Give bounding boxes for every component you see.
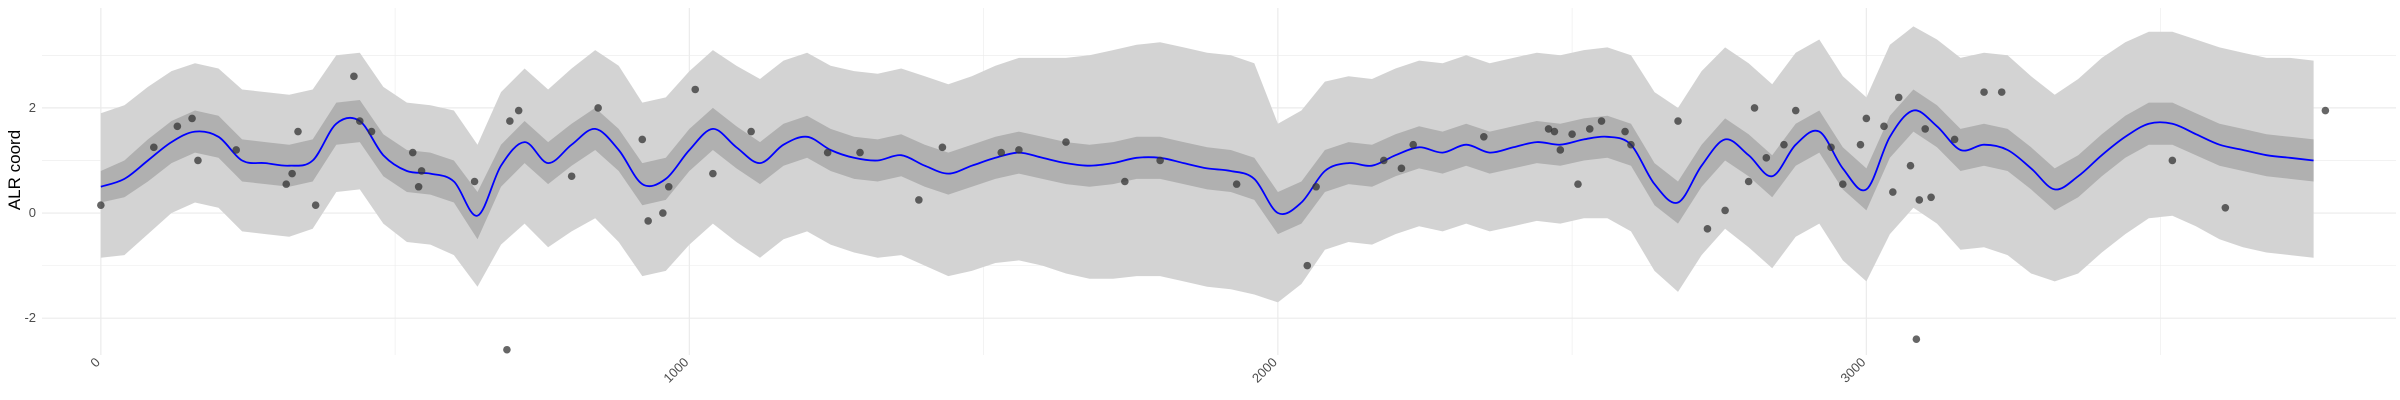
y-tick-label: 2	[29, 100, 36, 115]
data-point	[1791, 106, 1800, 115]
data-point	[417, 167, 426, 175]
inner-credible-band	[100, 89, 2314, 240]
data-point	[288, 169, 296, 178]
data-point	[997, 148, 1006, 157]
data-point	[1556, 146, 1565, 154]
credible-bands	[100, 26, 2314, 303]
data-point	[1856, 140, 1865, 149]
y-axis-ticks: -2 0 2	[24, 100, 36, 325]
data-point	[1621, 127, 1629, 136]
data-point	[567, 172, 576, 181]
data-point	[1597, 117, 1606, 125]
data-point	[97, 201, 105, 209]
data-point	[938, 143, 947, 152]
data-point	[915, 196, 923, 204]
data-point	[414, 182, 423, 191]
data-point	[1894, 93, 1903, 102]
data-point	[1379, 156, 1388, 165]
data-point	[1880, 122, 1888, 131]
data-point	[1544, 125, 1553, 133]
data-point	[1827, 143, 1835, 152]
data-point	[408, 148, 417, 157]
data-point	[1015, 146, 1023, 154]
data-point	[194, 156, 202, 165]
data-point	[594, 104, 602, 112]
data-point	[1585, 125, 1594, 133]
data-point	[514, 106, 523, 115]
data-point	[856, 148, 864, 157]
data-point	[232, 146, 241, 154]
data-point	[747, 127, 755, 136]
data-point	[150, 143, 158, 152]
data-point	[350, 72, 358, 81]
data-point	[1780, 140, 1788, 149]
data-point	[691, 85, 700, 94]
data-point	[470, 177, 479, 186]
data-point	[1674, 117, 1682, 125]
data-point	[1889, 188, 1897, 196]
data-point	[367, 127, 376, 136]
observation-points	[97, 72, 2330, 354]
data-point	[355, 117, 364, 125]
data-point	[506, 117, 514, 125]
data-point	[823, 148, 832, 157]
data-point	[2221, 203, 2230, 212]
data-point	[1927, 193, 1935, 202]
data-point	[1574, 180, 1582, 188]
data-point	[1721, 206, 1729, 215]
data-point	[1862, 114, 1871, 123]
data-point	[1062, 138, 1070, 146]
data-point	[1703, 225, 1712, 233]
data-point	[1906, 161, 1915, 170]
data-point	[709, 169, 717, 178]
y-tick-label: 0	[29, 205, 36, 220]
data-point	[1397, 164, 1406, 173]
data-point	[638, 135, 647, 144]
data-point	[294, 127, 302, 136]
data-point	[1997, 88, 2006, 96]
y-tick-label: -2	[24, 310, 36, 325]
data-point	[1480, 133, 1488, 141]
data-point	[503, 345, 511, 354]
data-point	[311, 201, 320, 209]
mean-line	[100, 109, 2314, 217]
data-point	[1550, 127, 1559, 136]
data-point	[1839, 180, 1847, 188]
data-point	[659, 209, 667, 217]
data-point	[1912, 335, 1921, 344]
data-point	[1121, 177, 1129, 186]
data-point	[664, 182, 673, 191]
data-point	[1750, 104, 1759, 112]
data-point	[1627, 140, 1635, 149]
data-point	[1980, 88, 1988, 96]
y-axis-title: ALR coord	[5, 130, 24, 210]
data-point	[2321, 106, 2330, 115]
data-point	[1950, 135, 1959, 144]
data-point	[1915, 196, 1924, 204]
data-point	[1762, 154, 1771, 162]
data-point	[2168, 156, 2177, 165]
data-point	[1232, 180, 1241, 188]
data-point	[1744, 177, 1753, 186]
data-point	[188, 114, 196, 123]
data-point	[644, 217, 652, 225]
data-point	[1409, 140, 1418, 149]
data-point	[1156, 156, 1164, 165]
data-point	[282, 180, 291, 188]
mean-line-layer	[100, 109, 2314, 217]
data-point	[1303, 261, 1312, 270]
data-point	[1312, 182, 1320, 191]
data-point	[1921, 125, 1929, 133]
data-point	[1568, 130, 1576, 138]
data-point	[173, 122, 182, 131]
